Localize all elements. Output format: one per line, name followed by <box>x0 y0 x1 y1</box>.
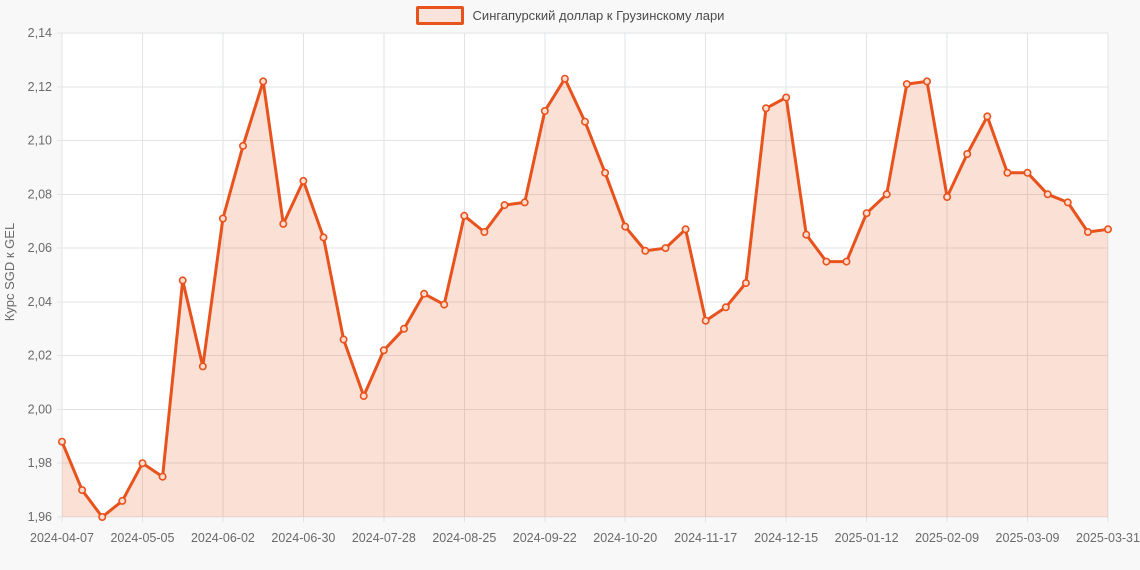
data-point[interactable] <box>399 324 408 333</box>
x-tick-label: 2024-11-17 <box>674 531 737 545</box>
x-tick-label: 2025-03-31 <box>1076 531 1140 545</box>
data-point[interactable] <box>641 246 650 255</box>
data-point[interactable] <box>1063 198 1072 207</box>
x-tick-label: 2024-12-15 <box>754 531 818 545</box>
x-tick-label: 2024-06-02 <box>191 531 255 545</box>
axis-labels-layer: 2,14 2,12 2,10 2,08 2,06 2,04 2,02 2,00 1,98 1,96… <box>28 26 1140 545</box>
y-tick-label: 2,10 <box>28 134 52 148</box>
data-point[interactable] <box>98 512 107 521</box>
data-point[interactable] <box>359 391 368 400</box>
data-point[interactable] <box>1003 168 1012 177</box>
data-point[interactable] <box>782 93 791 102</box>
data-point[interactable] <box>480 228 489 237</box>
data-point[interactable] <box>1043 190 1052 199</box>
data-point[interactable] <box>701 316 710 325</box>
data-point[interactable] <box>118 496 127 505</box>
data-point[interactable] <box>420 289 429 298</box>
data-point[interactable] <box>78 486 87 495</box>
data-point[interactable] <box>741 279 750 288</box>
data-point[interactable] <box>540 107 549 116</box>
data-point[interactable] <box>580 117 589 126</box>
data-point[interactable] <box>218 214 227 223</box>
y-tick-label: 2,14 <box>28 26 52 40</box>
y-tick-label: 1,98 <box>28 456 52 470</box>
x-tick-label: 2024-06-30 <box>271 531 335 545</box>
y-tick-label: 1,96 <box>28 510 52 524</box>
y-tick-label: 2,06 <box>28 241 52 255</box>
data-point[interactable] <box>922 77 931 86</box>
data-point[interactable] <box>198 362 207 371</box>
data-point[interactable] <box>842 257 851 266</box>
x-tick-label: 2024-09-22 <box>513 531 577 545</box>
x-tick-label: 2024-08-25 <box>432 531 496 545</box>
x-tick-label: 2025-02-09 <box>915 531 979 545</box>
x-tick-label: 2024-05-05 <box>110 531 174 545</box>
data-point[interactable] <box>1083 228 1092 237</box>
data-point[interactable] <box>319 233 328 242</box>
data-point[interactable] <box>299 176 308 185</box>
x-tick-label: 2025-01-12 <box>835 531 899 545</box>
x-tick-label: 2024-07-28 <box>352 531 416 545</box>
data-point[interactable] <box>460 211 469 220</box>
legend-item-sgd-gel[interactable]: Сингапурский доллар к Грузинскому лари <box>415 6 725 25</box>
series-area <box>62 78 1108 517</box>
y-tick-label: 2,12 <box>28 80 52 94</box>
x-tick-label: 2024-10-20 <box>593 531 657 545</box>
data-point[interactable] <box>138 459 147 468</box>
data-point[interactable] <box>379 346 388 355</box>
y-tick-label: 2,00 <box>28 402 52 416</box>
data-point[interactable] <box>601 168 610 177</box>
data-point[interactable] <box>158 472 167 481</box>
data-point[interactable] <box>239 141 248 150</box>
data-point[interactable] <box>259 77 268 86</box>
y-tick-label: 2,08 <box>28 187 52 201</box>
y-tick-label: 2,02 <box>28 349 52 363</box>
data-point[interactable] <box>621 222 630 231</box>
y-axis-title: Курс SGD к GEL <box>2 223 17 321</box>
data-point[interactable] <box>339 335 348 344</box>
data-point[interactable] <box>500 201 509 210</box>
chart-legend: Сингапурский доллар к Грузинскому лари <box>0 6 1140 25</box>
x-tick-label: 2025-03-09 <box>996 531 1060 545</box>
data-point[interactable] <box>440 300 449 309</box>
data-point[interactable] <box>661 244 670 253</box>
series-layer <box>57 74 1113 521</box>
data-point[interactable] <box>721 303 730 312</box>
data-point[interactable] <box>802 230 811 239</box>
data-point[interactable] <box>520 198 529 207</box>
area-layer <box>62 78 1108 517</box>
data-point[interactable] <box>902 80 911 89</box>
data-point[interactable] <box>963 150 972 159</box>
data-point[interactable] <box>1023 168 1032 177</box>
data-point[interactable] <box>279 219 288 228</box>
y-tick-label: 2,04 <box>28 295 52 309</box>
data-point[interactable] <box>943 193 952 202</box>
data-point[interactable] <box>1104 225 1113 234</box>
data-point[interactable] <box>57 437 66 446</box>
legend-series-label: Сингапурский доллар к Грузинскому лари <box>472 8 725 23</box>
data-point[interactable] <box>178 276 187 285</box>
data-point[interactable] <box>761 104 770 113</box>
data-point[interactable] <box>560 74 569 83</box>
data-point[interactable] <box>983 112 992 121</box>
data-point[interactable] <box>862 209 871 218</box>
x-tick-label: 2024-04-07 <box>30 531 94 545</box>
data-point[interactable] <box>681 225 690 234</box>
data-point[interactable] <box>882 190 891 199</box>
legend-swatch-icon <box>415 6 464 25</box>
data-point[interactable] <box>822 257 831 266</box>
